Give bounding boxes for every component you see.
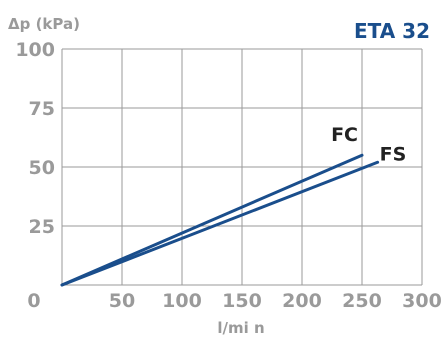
model-label: ETA 32 <box>354 19 430 43</box>
x-tick-label: 200 <box>282 290 322 312</box>
series-line-fs <box>60 160 380 287</box>
chart-series: FC FS <box>60 124 407 287</box>
y-tick-label: 50 <box>29 157 55 179</box>
x-tick-label: 150 <box>222 290 262 312</box>
x-axis-label: l/mi n <box>217 319 264 337</box>
x-tick-label: 250 <box>342 290 382 312</box>
y-tick-label: 100 <box>15 39 55 61</box>
y-tick-label: 25 <box>29 216 55 238</box>
series-line-fc <box>60 153 364 287</box>
x-tick-label: 0 <box>27 290 40 312</box>
x-tick-label: 100 <box>162 290 202 312</box>
y-tick-label: 75 <box>29 98 55 120</box>
chart-ticks: 0 50 100 150 200 250 300 25 50 75 100 <box>15 39 442 312</box>
y-axis-label: Δp (kPa) <box>8 15 80 33</box>
x-tick-label: 300 <box>402 290 442 312</box>
series-label-fs: FS <box>380 143 407 165</box>
x-tick-label: 50 <box>109 290 135 312</box>
series-label-fc: FC <box>331 124 358 146</box>
